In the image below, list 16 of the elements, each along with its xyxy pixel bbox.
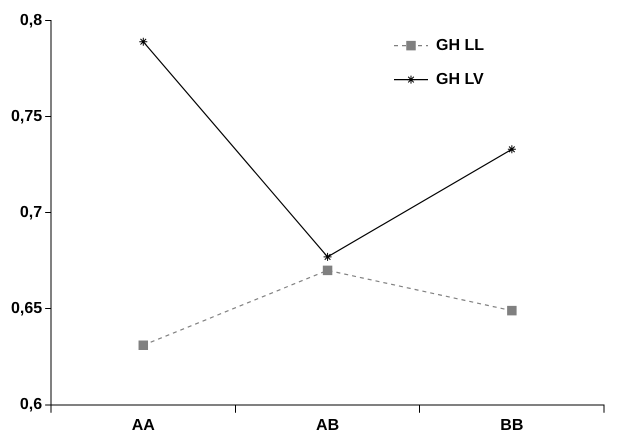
y-tick-label: 0,75	[11, 108, 42, 126]
point	[138, 37, 148, 46]
point	[322, 266, 332, 276]
point	[507, 306, 517, 316]
point	[323, 252, 332, 262]
y-tick-label: 0,8	[20, 12, 42, 30]
legend-label: GH LL	[436, 37, 484, 54]
y-tick-label: 0,65	[11, 300, 42, 318]
legend-label: GH LV	[436, 71, 484, 88]
x-tick-label: AA	[132, 416, 156, 434]
point	[138, 340, 148, 350]
y-tick-label: 0,7	[20, 204, 42, 222]
point	[507, 144, 516, 154]
x-tick-label: AB	[316, 416, 340, 434]
y-tick-label: 0,6	[20, 396, 42, 414]
x-tick-label: BB	[500, 416, 524, 434]
